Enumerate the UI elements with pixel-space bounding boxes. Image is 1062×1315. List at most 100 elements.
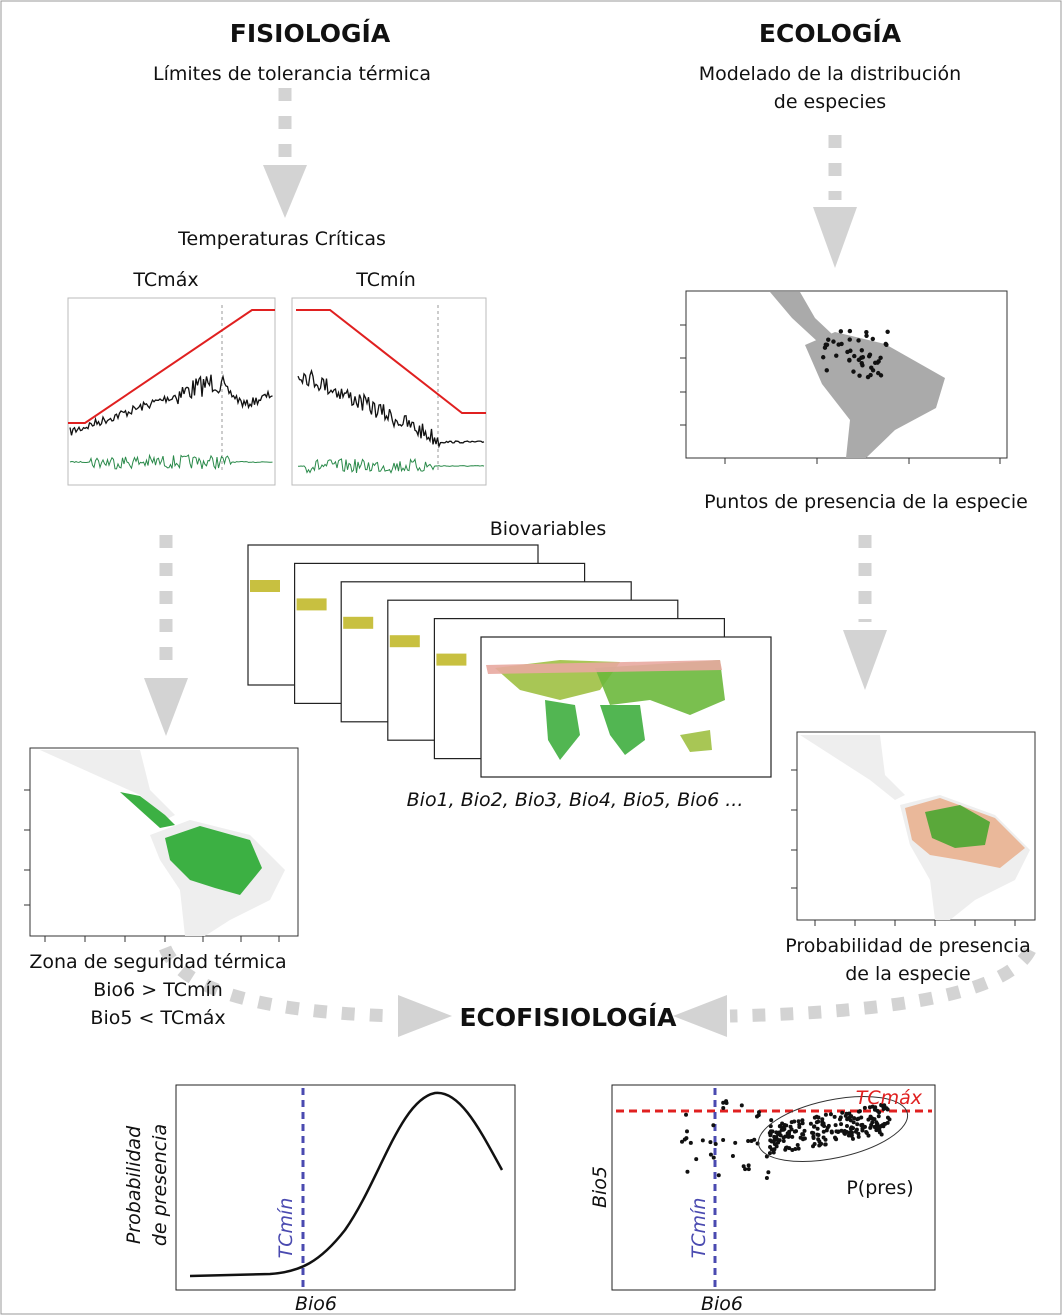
scatter-point xyxy=(800,1132,805,1137)
scatter-point xyxy=(855,1122,860,1127)
scatter-point xyxy=(776,1139,781,1144)
scatter-point xyxy=(851,1120,856,1125)
scatter-point xyxy=(877,1110,882,1115)
scatter-point xyxy=(838,1115,843,1120)
scatter-point xyxy=(798,1135,803,1140)
scatter-point xyxy=(887,1117,892,1122)
scatter-point xyxy=(860,1125,865,1130)
scatter-point xyxy=(833,1136,838,1141)
scatter-point xyxy=(756,1113,761,1118)
world-map xyxy=(595,660,725,715)
layer-preview xyxy=(343,616,374,629)
scatter-point xyxy=(848,1126,853,1131)
ecology-title: ECOLOGÍA xyxy=(759,19,902,48)
scatter-point xyxy=(708,1140,713,1145)
scatter-point xyxy=(685,1169,690,1174)
presence-point xyxy=(885,329,890,334)
scatter-point xyxy=(852,1116,857,1121)
scatter-point xyxy=(786,1134,791,1139)
y-axis-label: Probabilidad xyxy=(123,1125,145,1244)
scatter-point xyxy=(808,1121,813,1126)
scatter-point xyxy=(746,1138,751,1143)
biovariables-title: Biovariables xyxy=(490,518,607,540)
scatter-point xyxy=(823,1142,828,1147)
tcmin-line-label: TCmín xyxy=(275,1198,297,1259)
presence-point xyxy=(851,369,856,374)
biovariables-stack xyxy=(247,544,772,778)
biovariables-list: Bio1, Bio2, Bio3, Bio4, Bio5, Bio6 ... xyxy=(407,789,744,811)
presence-point xyxy=(859,348,864,353)
scatter-point xyxy=(856,1131,861,1136)
presence-point xyxy=(838,329,844,334)
scatter-point xyxy=(781,1135,786,1140)
ecology-subtitle: de especies xyxy=(774,91,886,113)
scatter-point xyxy=(833,1123,838,1128)
scatter-point xyxy=(840,1110,845,1115)
physiology-title: FISIOLOGÍA xyxy=(230,19,391,48)
scatter-point xyxy=(834,1129,839,1134)
presence-point xyxy=(839,341,844,347)
scatter-point xyxy=(862,1105,867,1110)
scatter-points xyxy=(680,1099,892,1181)
scatter-point xyxy=(869,1123,874,1128)
scatter-point xyxy=(878,1124,883,1129)
scatter-point xyxy=(746,1167,751,1172)
scatter-point xyxy=(768,1138,773,1143)
scatter-point xyxy=(684,1129,689,1134)
presence-point xyxy=(864,329,869,335)
scatter-point xyxy=(784,1145,789,1150)
scatter-point xyxy=(793,1147,798,1152)
scatter-point xyxy=(849,1114,854,1119)
scatter-point xyxy=(768,1144,773,1149)
scatter-point xyxy=(776,1132,781,1137)
scatter-point xyxy=(752,1137,757,1142)
scatter-point xyxy=(839,1122,844,1127)
scatter-point xyxy=(769,1118,774,1123)
scatter-point xyxy=(829,1129,834,1134)
presence-point xyxy=(847,328,853,334)
scatter-point xyxy=(790,1134,795,1139)
scatter-point xyxy=(815,1132,820,1137)
scatter-point xyxy=(844,1111,849,1116)
scatter-point xyxy=(877,1128,882,1133)
scatter-point xyxy=(821,1135,826,1140)
scatter-point xyxy=(790,1147,795,1152)
tcmax-line-label: TCmáx xyxy=(856,1087,923,1109)
scatter-point xyxy=(856,1116,861,1121)
probability-label: de la especie xyxy=(845,963,971,985)
scatter-point xyxy=(866,1133,871,1138)
y-axis-label: de presencia xyxy=(149,1124,171,1246)
scatter-point xyxy=(844,1123,849,1128)
response-curve-plot xyxy=(175,1084,516,1291)
scatter-point xyxy=(730,1153,735,1158)
world-map xyxy=(600,705,645,755)
y-axis-label: Bio5 xyxy=(589,1166,611,1208)
tcmin-plot xyxy=(291,297,487,486)
scatter-point xyxy=(796,1146,801,1151)
presence-point xyxy=(878,355,883,361)
scatter-point xyxy=(815,1126,820,1131)
scatter-point xyxy=(875,1122,880,1127)
tcmax-label: TCmáx xyxy=(132,269,198,291)
scatter-point xyxy=(721,1106,726,1111)
scatter-point xyxy=(828,1112,833,1117)
scatter-point xyxy=(816,1119,821,1124)
scatter-point xyxy=(711,1155,716,1160)
scatter-point xyxy=(826,1123,831,1128)
scatter-point xyxy=(756,1110,761,1115)
presence-point xyxy=(867,352,873,357)
scatter-point xyxy=(680,1139,685,1144)
scatter-point xyxy=(767,1130,772,1135)
scatter-point xyxy=(850,1136,855,1141)
ellipse-label: P(pres) xyxy=(846,1177,913,1199)
scatter-point xyxy=(779,1127,784,1132)
scatter-point xyxy=(733,1140,738,1145)
presence-point xyxy=(821,355,826,360)
presence-point xyxy=(884,342,889,347)
critical-temps-label: Temperaturas Críticas xyxy=(177,228,386,250)
scatter-point xyxy=(881,1124,886,1129)
scatter-point xyxy=(746,1163,751,1168)
scatter-point xyxy=(764,1176,769,1181)
scatter-point xyxy=(800,1118,805,1123)
scatter-point xyxy=(724,1100,729,1105)
